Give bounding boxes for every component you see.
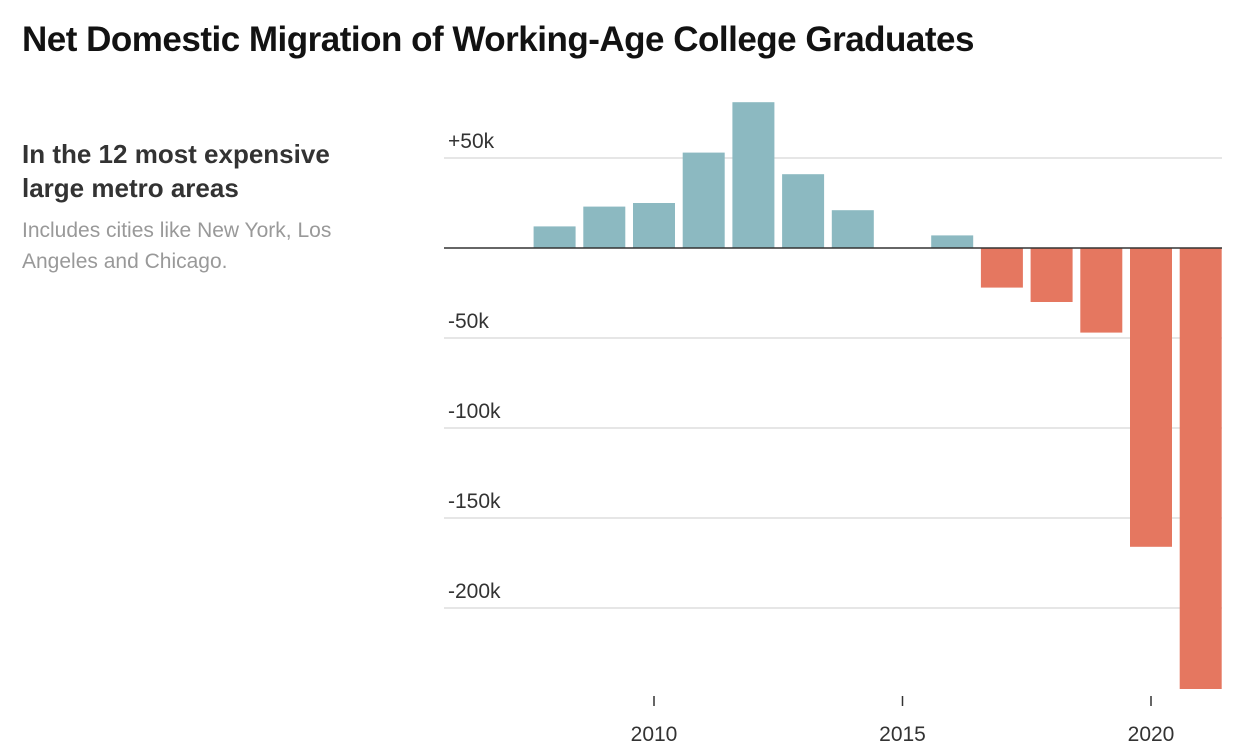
y-tick-label: +50k: [448, 130, 495, 153]
x-tick-label: 2010: [631, 723, 678, 746]
bar-2018: [1030, 248, 1073, 302]
bar-2017: [980, 248, 1023, 288]
bar-2009: [583, 206, 626, 248]
y-tick-label: -150k: [448, 490, 501, 513]
bar-2012: [732, 102, 775, 248]
chart-description: In the 12 most expensive large metro are…: [22, 137, 402, 277]
y-axis-labels: +50k -50k -100k -150k -200k: [448, 130, 501, 603]
bar-2010: [633, 203, 675, 248]
x-axis: 2010 2015 2020: [631, 696, 1175, 746]
y-tick-label: -50k: [448, 310, 489, 333]
gridlines: [444, 157, 1222, 609]
bar-2019: [1080, 248, 1123, 333]
bar-2008: [533, 226, 576, 248]
x-tick-label: 2020: [1128, 723, 1175, 746]
bar-2020: [1130, 248, 1172, 547]
bar-2011: [682, 152, 725, 248]
bars: [533, 102, 1222, 689]
chart-note: Includes cities like New York, Los Angel…: [22, 219, 332, 273]
chart-title: Net Domestic Migration of Working-Age Co…: [22, 20, 974, 59]
bar-2021: [1179, 248, 1222, 689]
y-tick-label: -100k: [448, 400, 501, 423]
bar-2014: [831, 210, 874, 248]
y-tick-label: -200k: [448, 580, 501, 603]
bar-2013: [782, 174, 825, 248]
chart-subtitle: In the 12 most expensive large metro are…: [22, 139, 330, 203]
x-tick-label: 2015: [879, 723, 926, 746]
bar-2016: [931, 235, 974, 248]
